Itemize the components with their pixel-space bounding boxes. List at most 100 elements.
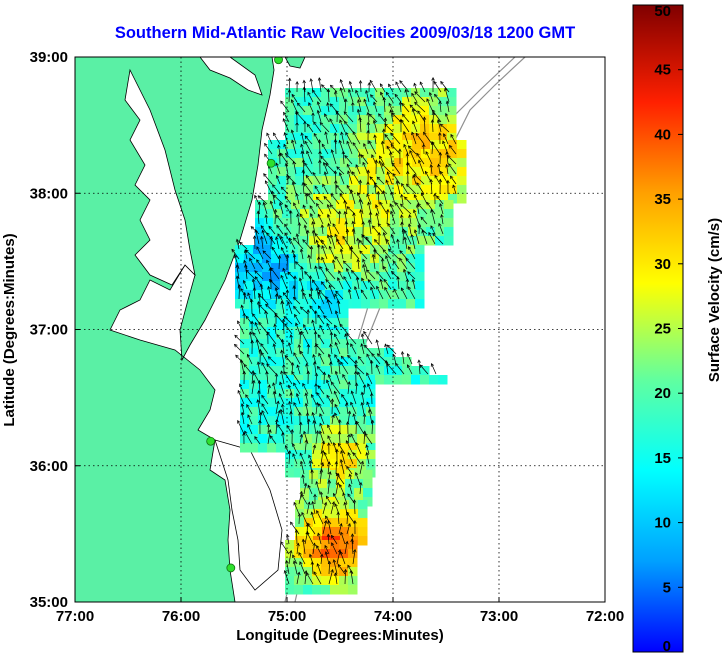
velocity-arrowhead [413,173,418,178]
velocity-cell [402,106,412,116]
velocity-arrow [237,320,245,335]
velocity-cell [429,124,439,134]
velocity-arrow [280,100,290,113]
velocity-arrowhead [395,81,399,86]
velocity-cell [357,380,367,390]
velocity-cell [375,357,385,367]
velocity-arrowhead [334,460,339,465]
velocity-arrow [275,236,280,250]
velocity-arrow [344,541,348,555]
velocity-arrowhead [440,213,444,218]
velocity-arrow [255,229,260,245]
velocity-arrowhead [367,383,371,387]
velocity-cell [394,176,404,186]
velocity-arrowhead [254,436,258,440]
velocity-arrow [322,183,329,195]
velocity-arrow [340,87,346,103]
velocity-arrow [243,292,246,305]
velocity-arrow [330,234,336,250]
velocity-cell [349,509,359,519]
velocity-arrow [283,112,290,123]
velocity-cell [277,158,287,168]
velocity-arrow [438,164,441,175]
velocity-arrowhead [350,538,354,543]
velocity-arrowhead [337,430,342,435]
velocity-arrowhead [315,430,320,434]
velocity-arrowhead [327,222,331,227]
velocity-arrowhead [334,412,338,417]
velocity-cell [336,470,346,480]
velocity-arrowhead [405,257,409,262]
velocity-cell [339,330,349,340]
velocity-arrowhead [306,229,310,234]
velocity-arrow [286,534,290,545]
velocity-arrow [411,132,417,145]
velocity-arrowhead [322,183,326,188]
velocity-arrowhead [293,305,297,310]
velocity-arrowhead [350,390,355,395]
velocity-arrowhead [371,253,376,258]
velocity-arrow [309,460,313,475]
velocity-cell [313,500,323,510]
velocity-cell [235,263,245,273]
velocity-arrowhead [386,344,391,349]
velocity-arrowhead [445,163,449,168]
velocity-arrow [298,344,301,355]
velocity-arrow [320,155,329,165]
velocity-arrow [440,123,450,133]
velocity-arrow [334,573,338,585]
velocity-arrow [293,161,297,175]
velocity-arrowhead [365,444,369,448]
velocity-cell [276,309,286,319]
velocity-arrowhead [293,382,297,387]
velocity-arrowhead [368,113,373,118]
velocity-arrowhead [309,245,314,250]
velocity-cell [357,366,367,376]
velocity-arrowhead [308,454,312,459]
velocity-cell [403,185,413,195]
velocity-arrow [338,359,341,375]
velocity-arrowhead [355,164,359,168]
velocity-arrowhead [351,228,356,233]
velocity-cell [253,281,263,291]
velocity-cell [349,158,359,168]
velocity-arrow [385,92,394,103]
velocity-arrowhead [430,225,434,229]
velocity-arrow [312,412,317,425]
velocity-cell [357,407,367,417]
velocity-arrow [337,512,340,525]
velocity-arrowhead [301,538,306,543]
velocity-arrow [265,180,273,195]
velocity-arrowhead [342,260,347,265]
velocity-cell [345,218,355,228]
velocity-arrowhead [339,522,343,527]
velocity-cell [312,309,322,319]
velocity-arrow [345,132,353,145]
velocity-arrow [391,112,402,123]
velocity-cell [300,227,310,237]
velocity-arrow [272,184,281,195]
velocity-arrowhead [299,561,303,565]
velocity-cell [303,380,313,390]
velocity-arrowhead [384,359,389,364]
velocity-cell [343,245,353,255]
velocity-cell [285,375,295,385]
velocity-cell [276,434,286,444]
velocity-arrowhead [305,174,310,179]
velocity-cell [375,375,385,385]
velocity-cell [393,366,403,376]
velocity-arrowhead [334,233,338,238]
velocity-cell [316,245,326,255]
velocity-arrowhead [317,213,321,218]
velocity-arrowhead [430,363,435,367]
velocity-arrowhead [299,248,304,253]
velocity-arrowhead [350,269,355,274]
velocity-cell [303,540,313,550]
velocity-arrowhead [342,373,346,378]
velocity-arrowhead [362,413,367,417]
velocity-arrowhead [254,270,258,274]
velocity-cell [264,227,274,237]
velocity-arrowhead [400,221,404,226]
velocity-arrowhead [309,205,313,209]
velocity-arrowhead [329,103,334,107]
